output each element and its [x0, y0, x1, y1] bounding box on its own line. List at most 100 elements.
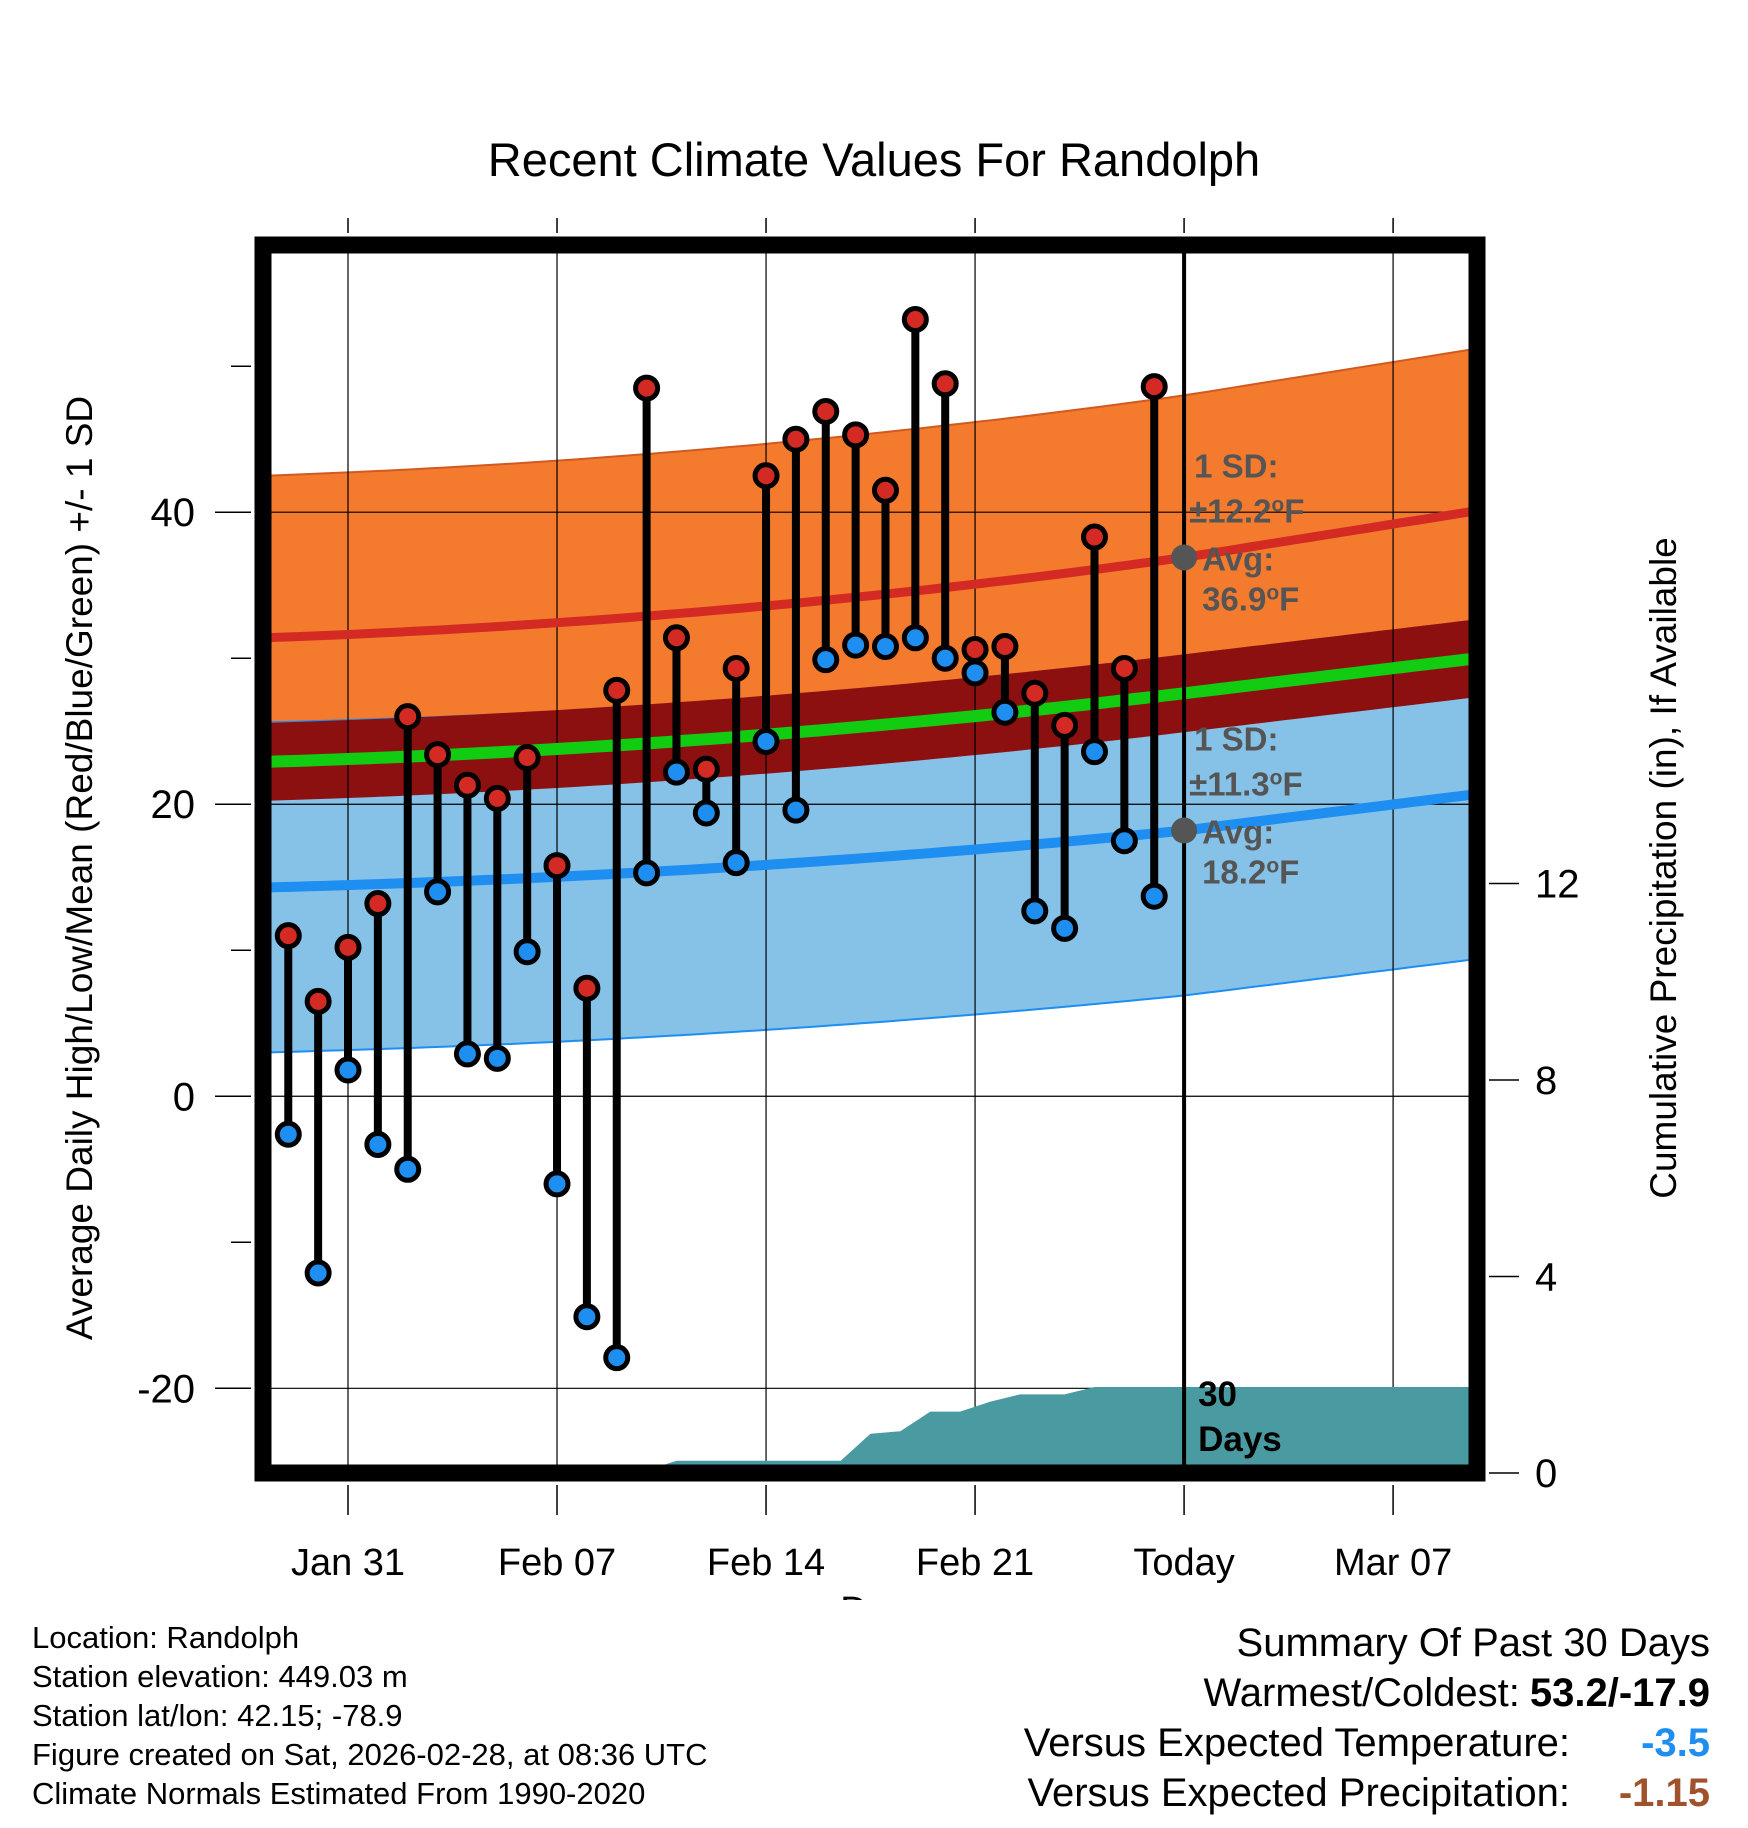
high-temp-point: [842, 421, 870, 449]
high-temp-point: [1021, 679, 1049, 707]
precip-anomaly-row: Versus Expected Precipitation: -1.15: [1024, 1768, 1710, 1818]
today-days-label: 30: [1198, 1375, 1237, 1414]
normals-text: Climate Normals Estimated From 1990-2020: [32, 1776, 646, 1811]
low-temp-point: [991, 698, 1019, 726]
high-temp-point: [424, 741, 452, 769]
high-temp-point: [812, 397, 840, 425]
created-text: Figure created on Sat, 2026-02-28, at 08…: [32, 1737, 708, 1772]
x-tick-label: Feb 21: [916, 1542, 1034, 1584]
high-temp-point: [633, 374, 661, 402]
low-temp-point: [394, 1155, 422, 1183]
y-tick-label: -20: [137, 1367, 195, 1411]
low-temp-point: [692, 799, 720, 827]
high-temp-point: [722, 654, 750, 682]
high-temp-point: [483, 784, 511, 812]
y2-axis-label: Cumulative Precipitation (in), If Availa…: [1643, 537, 1684, 1199]
plot-frame: [254, 236, 1486, 1482]
low-sd-value: ±11.3oF: [1189, 766, 1303, 803]
high-temp-point: [394, 703, 422, 731]
low-avg-value: 18.2oF: [1202, 854, 1299, 891]
low-temp-point: [274, 1120, 302, 1148]
low-temp-point: [931, 644, 959, 672]
high-sd-label: 1 SD:: [1194, 447, 1278, 484]
high-temp-point: [1110, 654, 1138, 682]
precip-anomaly-label: Versus Expected Precipitation:: [1027, 1771, 1570, 1815]
high-temp-point: [573, 974, 601, 1002]
high-temp-point: [752, 462, 780, 490]
x-tick-label: Today: [1133, 1542, 1234, 1584]
summary-panel: Summary Of Past 30 Days Warmest/Coldest:…: [1024, 1618, 1710, 1818]
temp-anomaly-label: Versus Expected Temperature:: [1023, 1721, 1570, 1765]
y-axis-label: Average Daily High/Low/Mean (Red/Blue/Gr…: [59, 396, 100, 1340]
low-temp-point: [633, 859, 661, 887]
low-avg-label: Avg:: [1202, 814, 1274, 851]
high-sd-value: ±12.2oF: [1189, 492, 1304, 529]
low-temp-point: [1110, 827, 1138, 855]
high-temp-point: [334, 933, 362, 961]
temp-anomaly-row: Versus Expected Temperature: -3.5: [1024, 1718, 1710, 1768]
high-temp-point: [274, 922, 302, 950]
x-tick-label: Feb 07: [498, 1542, 616, 1584]
y2-tick-label: 0: [1535, 1452, 1557, 1496]
low-temp-point: [752, 727, 780, 755]
y-tick-label: 40: [151, 491, 196, 535]
precip-area: [601, 1387, 1477, 1473]
high-temp-point: [304, 987, 332, 1015]
high-normal-line: [264, 506, 1475, 643]
y-tick-label: 20: [151, 783, 196, 827]
low-temp-point: [901, 624, 929, 652]
low-temp-point: [304, 1259, 332, 1287]
low-temp-point: [842, 631, 870, 659]
x-tick-label: Jan 31: [291, 1542, 405, 1584]
low-temp-point: [334, 1056, 362, 1084]
y-tick-label: 0: [173, 1075, 195, 1119]
low-temp-point: [543, 1170, 571, 1198]
high-avg-value: 36.9oF: [1202, 580, 1299, 617]
mean-normal-line: [264, 652, 1475, 768]
high-temp-point: [513, 744, 541, 772]
low-temp-point: [1140, 882, 1168, 910]
high-temp-point: [782, 425, 810, 453]
temp-anomaly-value: -3.5: [1641, 1721, 1710, 1765]
low-temp-point: [961, 659, 989, 687]
station-info: Location: Randolph Station elevation: 44…: [32, 1618, 708, 1813]
high-temp-point: [662, 624, 690, 652]
chart-title: Recent Climate Values For Randolph: [488, 133, 1260, 186]
high-temp-point: [543, 852, 571, 880]
low-temp-point: [812, 646, 840, 674]
low-temp-point: [1081, 738, 1108, 766]
high-temp-point: [692, 755, 720, 783]
low-temp-point: [722, 849, 750, 877]
y2-tick-label: 8: [1535, 1059, 1557, 1103]
high-temp-point: [931, 370, 959, 398]
low-sd-label: 1 SD:: [1194, 721, 1278, 758]
high-temp-point: [1140, 373, 1168, 401]
high-avg-marker: [1171, 544, 1198, 571]
low-temp-point: [424, 878, 452, 906]
low-temp-point: [871, 633, 899, 661]
summary-title: Summary Of Past 30 Days: [1236, 1621, 1710, 1665]
location-text: Location: Randolph: [32, 1620, 300, 1655]
high-temp-point: [871, 476, 899, 504]
high-temp-point: [453, 771, 481, 799]
low-temp-point: [573, 1303, 601, 1331]
low-temp-point: [1051, 914, 1079, 942]
low-temp-point: [782, 796, 810, 824]
low-temp-point: [662, 758, 690, 786]
high-temp-point: [1051, 711, 1079, 739]
high-temp-point: [364, 890, 392, 918]
x-axis-label: Day: [840, 1590, 908, 1600]
x-tick-label: Mar 07: [1334, 1542, 1452, 1584]
today-days-label: Days: [1198, 1420, 1282, 1459]
high-temp-point: [961, 635, 989, 663]
x-tick-label: Feb 14: [707, 1542, 825, 1584]
warmest-coldest-row: Warmest/Coldest: 53.2/-17.9: [1024, 1668, 1710, 1718]
warmest-coldest-label: Warmest/Coldest:: [1203, 1671, 1520, 1715]
precip-anomaly-value: -1.15: [1618, 1771, 1710, 1815]
low-temp-point: [364, 1130, 392, 1158]
low-temp-point: [1021, 897, 1049, 925]
high-temp-point: [603, 676, 631, 704]
low-temp-point: [513, 938, 541, 966]
low-avg-marker: [1171, 817, 1198, 844]
